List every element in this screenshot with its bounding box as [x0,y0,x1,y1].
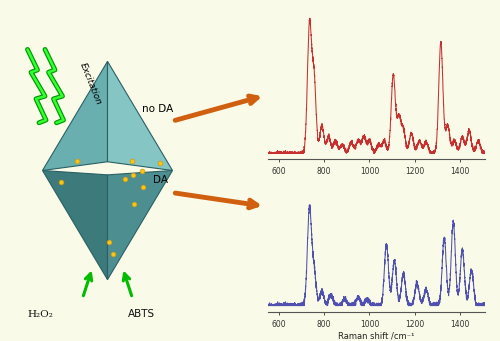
X-axis label: Raman shift /cm⁻¹: Raman shift /cm⁻¹ [338,331,414,340]
Polygon shape [42,61,108,170]
Polygon shape [108,170,172,280]
Text: DA: DA [152,176,168,186]
Polygon shape [108,61,172,170]
Text: ABTS: ABTS [128,309,154,319]
Text: H₂O₂: H₂O₂ [28,310,54,319]
Text: Excitation: Excitation [78,61,102,106]
Polygon shape [42,170,108,280]
X-axis label: Raman shift /cm⁻¹: Raman shift /cm⁻¹ [338,178,414,187]
Text: no DA: no DA [142,104,174,114]
